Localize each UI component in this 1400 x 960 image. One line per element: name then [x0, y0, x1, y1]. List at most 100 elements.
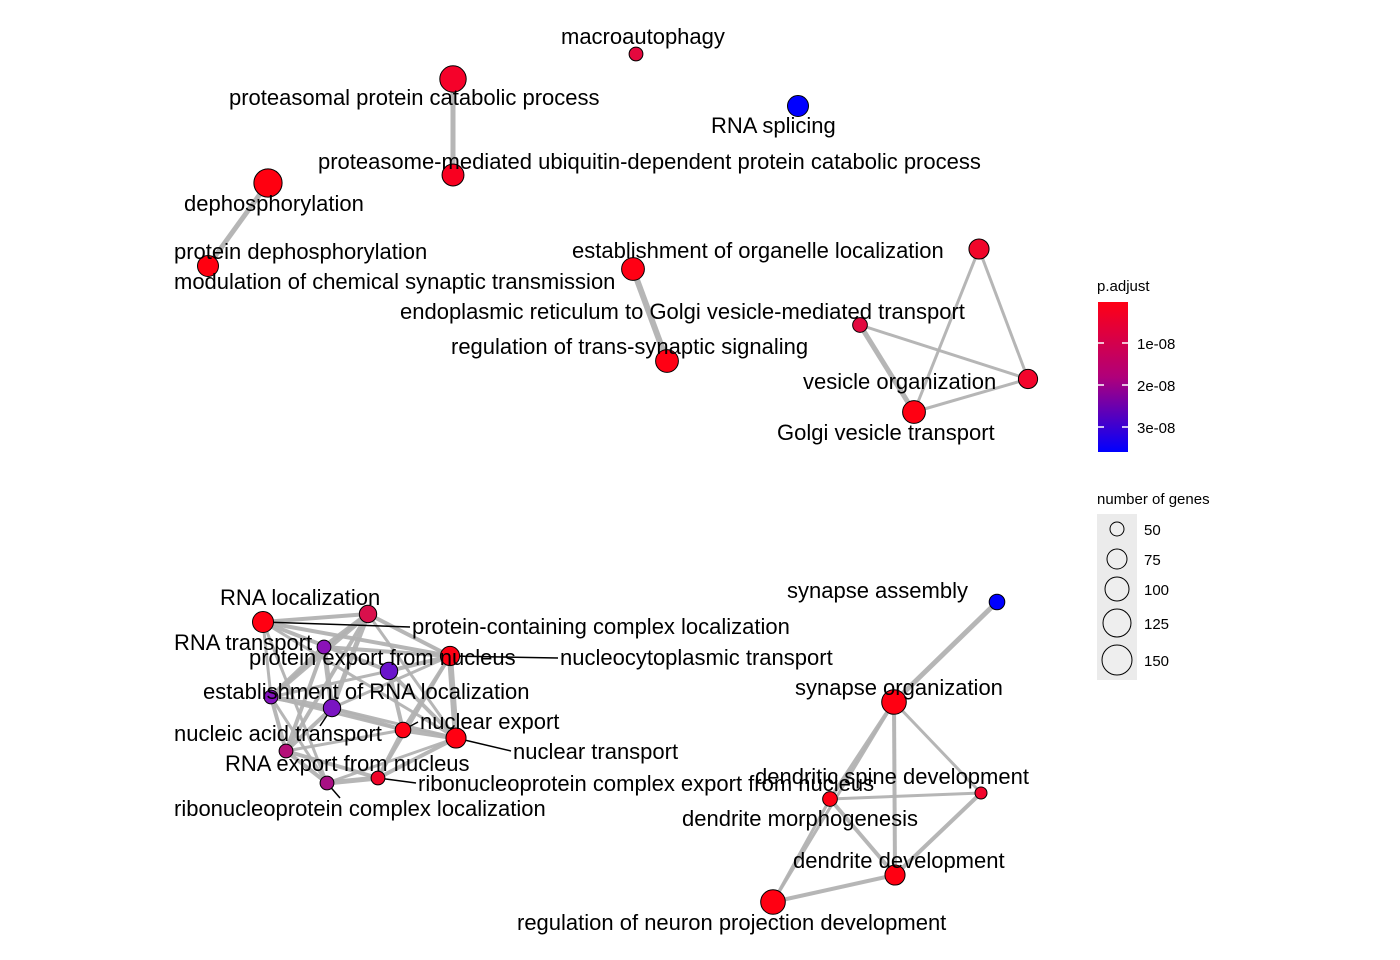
labels-layer: macroautophagy proteasomal protein catabo… — [174, 24, 1029, 935]
node-nucleic-acid — [322, 698, 342, 718]
edge — [377, 736, 457, 780]
edge — [262, 612, 369, 624]
edge — [977, 248, 1030, 380]
size-legend-circle — [1106, 548, 1128, 570]
size-legend-circle — [1102, 608, 1132, 638]
edge — [892, 701, 897, 876]
edge — [331, 654, 451, 710]
size-legend-circle — [1101, 644, 1133, 676]
node-proteasome-ubiq — [441, 163, 465, 187]
edge — [893, 791, 983, 877]
size-tick-label: 150 — [1144, 653, 1169, 670]
edge — [913, 377, 1029, 414]
node-proteasomal — [439, 65, 467, 93]
node-dendritic-spine — [974, 786, 988, 800]
edge — [829, 791, 982, 801]
edge — [366, 613, 458, 739]
node-label: synapse organization — [795, 675, 1003, 700]
edge — [261, 621, 273, 698]
node-label: ribonucleoprotein complex localization — [174, 796, 546, 821]
edge — [367, 612, 451, 658]
edge — [285, 749, 379, 780]
size-legend-keys: 50 75 100 125 150 — [1101, 521, 1169, 676]
node-establish-rna — [263, 689, 279, 705]
node-vesicle-org — [1017, 368, 1039, 390]
edge — [269, 696, 288, 752]
edge — [326, 736, 457, 785]
label-leader-line — [262, 621, 411, 628]
edge — [772, 873, 896, 904]
node-label: dendritic spine development — [755, 764, 1029, 789]
node-label: ribonucleoprotein complex export from nu… — [418, 771, 874, 796]
color-tick-label: 1e-08 — [1137, 336, 1175, 353]
size-tick-label: 100 — [1144, 582, 1169, 599]
node-label: protein-containing complex localization — [412, 614, 790, 639]
node-label: establishment of RNA localization — [203, 679, 530, 704]
edge — [326, 775, 379, 786]
edge — [376, 729, 405, 779]
edge — [771, 798, 832, 903]
edge — [828, 797, 897, 877]
edge — [857, 323, 917, 414]
node-reg-trans-synaptic — [655, 349, 679, 373]
node-synapse-org — [881, 689, 907, 715]
size-tick-label: 125 — [1144, 616, 1169, 633]
node-rna-export — [278, 743, 294, 759]
label-leader-line — [449, 655, 559, 659]
node-protein-complex-loc — [252, 611, 274, 633]
nodes-layer — [197, 46, 1039, 915]
edge — [630, 267, 670, 363]
node-mod-synaptic — [621, 257, 645, 281]
edge — [447, 655, 459, 739]
node-label: macroautophagy — [561, 24, 725, 49]
node-label: Golgi vesicle transport — [777, 420, 995, 445]
node-label: dendrite development — [793, 848, 1005, 873]
color-tick-label: 3e-08 — [1137, 420, 1175, 437]
edge — [321, 646, 335, 709]
node-label: nuclear export — [420, 709, 559, 734]
edge — [859, 323, 1029, 381]
node-nuclear-export — [394, 721, 412, 739]
node-label: nuclear transport — [513, 739, 678, 764]
edge — [912, 248, 981, 413]
node-dendrite-dev — [884, 864, 906, 886]
legend: p.adjust 1e-08 2e-08 3e-08 number of gen… — [1097, 278, 1210, 680]
node-synapse-assembly — [988, 593, 1006, 611]
edge — [284, 749, 329, 785]
edge — [329, 613, 371, 709]
node-dendrite-morph — [822, 791, 838, 807]
node-establish-organelle — [968, 238, 990, 260]
node-label: nucleic acid transport — [174, 721, 382, 746]
node-label: regulation of neuron projection developm… — [517, 910, 946, 935]
node-reg-neuron-proj — [760, 889, 786, 915]
node-label: establishment of organelle localization — [572, 238, 944, 263]
node-rnp-export — [370, 770, 386, 786]
node-label: proteasomal protein catabolic process — [229, 85, 600, 110]
color-legend-ticks: 1e-08 2e-08 3e-08 — [1098, 336, 1175, 437]
size-tick-label: 50 — [1144, 522, 1161, 539]
size-legend-title: number of genes — [1097, 491, 1210, 508]
node-protein-export — [379, 661, 399, 681]
node-label: RNA export from nucleus — [225, 751, 470, 776]
edge — [892, 700, 983, 795]
edge — [388, 654, 451, 673]
edge — [323, 645, 451, 658]
node-label: dendrite morphogenesis — [682, 806, 918, 831]
node-rnp-loc — [319, 775, 335, 791]
node-label: modulation of chemical synaptic transmis… — [174, 269, 615, 294]
node-macroautophagy — [628, 46, 644, 62]
size-legend-circle — [1109, 521, 1125, 537]
node-label: vesicle organization — [803, 369, 996, 394]
edge — [269, 645, 326, 699]
node-label: regulation of trans-synaptic signaling — [451, 334, 808, 359]
color-tick-label: 2e-08 — [1137, 378, 1175, 395]
node-label: protein dephosphorylation — [174, 239, 427, 264]
node-label: proteasome-mediated ubiquitin-dependent … — [318, 149, 981, 174]
edge — [284, 706, 334, 753]
node-label: protein export from nucleus — [249, 645, 516, 670]
node-rna-localization — [358, 604, 378, 624]
edge — [892, 600, 999, 704]
node-golgi-vesicle — [902, 400, 926, 424]
